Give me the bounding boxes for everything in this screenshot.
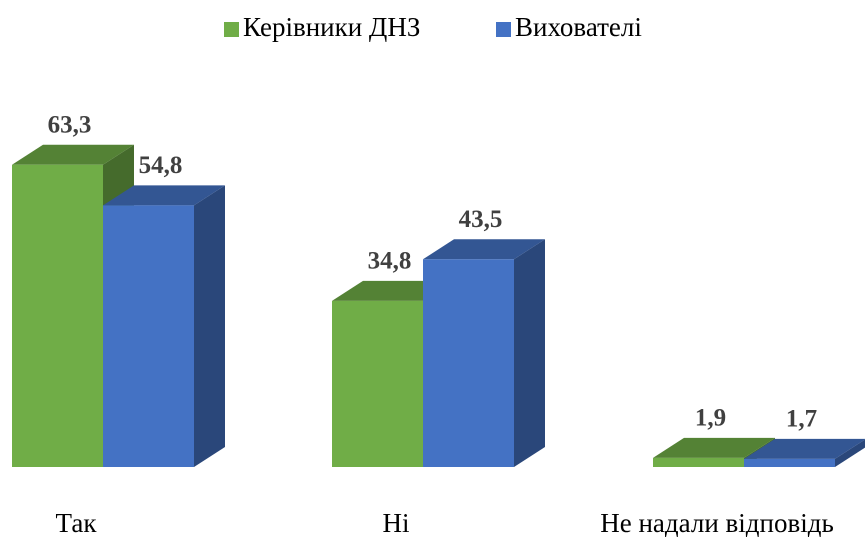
value-label: 34,8 [368,248,412,275]
bar-front [12,164,103,467]
x-tick-label: Так [56,508,98,537]
bar-side [835,439,865,467]
bar-front [332,300,423,467]
legend-label: Вихователі [515,12,642,42]
value-label: 43,5 [459,206,503,233]
legend-label: Керівники ДНЗ [243,12,420,42]
bar [744,438,865,467]
bar-top [744,438,865,459]
bar-top [103,185,225,206]
value-label: 54,8 [139,152,183,179]
bar [423,239,545,467]
x-tick-label: Ні [383,508,410,537]
value-label: 63,3 [48,111,92,138]
value-label: 1,9 [695,405,726,432]
x-tick-label: Не надали відповідь [600,508,834,537]
bar-front [653,457,744,467]
value-label: 1,7 [786,406,817,433]
bar [103,185,225,467]
bar-front [423,259,514,467]
bar-top [653,437,775,458]
bar-side [194,185,225,467]
legend-swatch [224,22,239,37]
legend-swatch [496,22,511,37]
bar-front [744,458,835,467]
bar-top [423,239,545,260]
bar-side [514,239,545,467]
bar-front [103,205,194,467]
bar-top [12,144,134,165]
